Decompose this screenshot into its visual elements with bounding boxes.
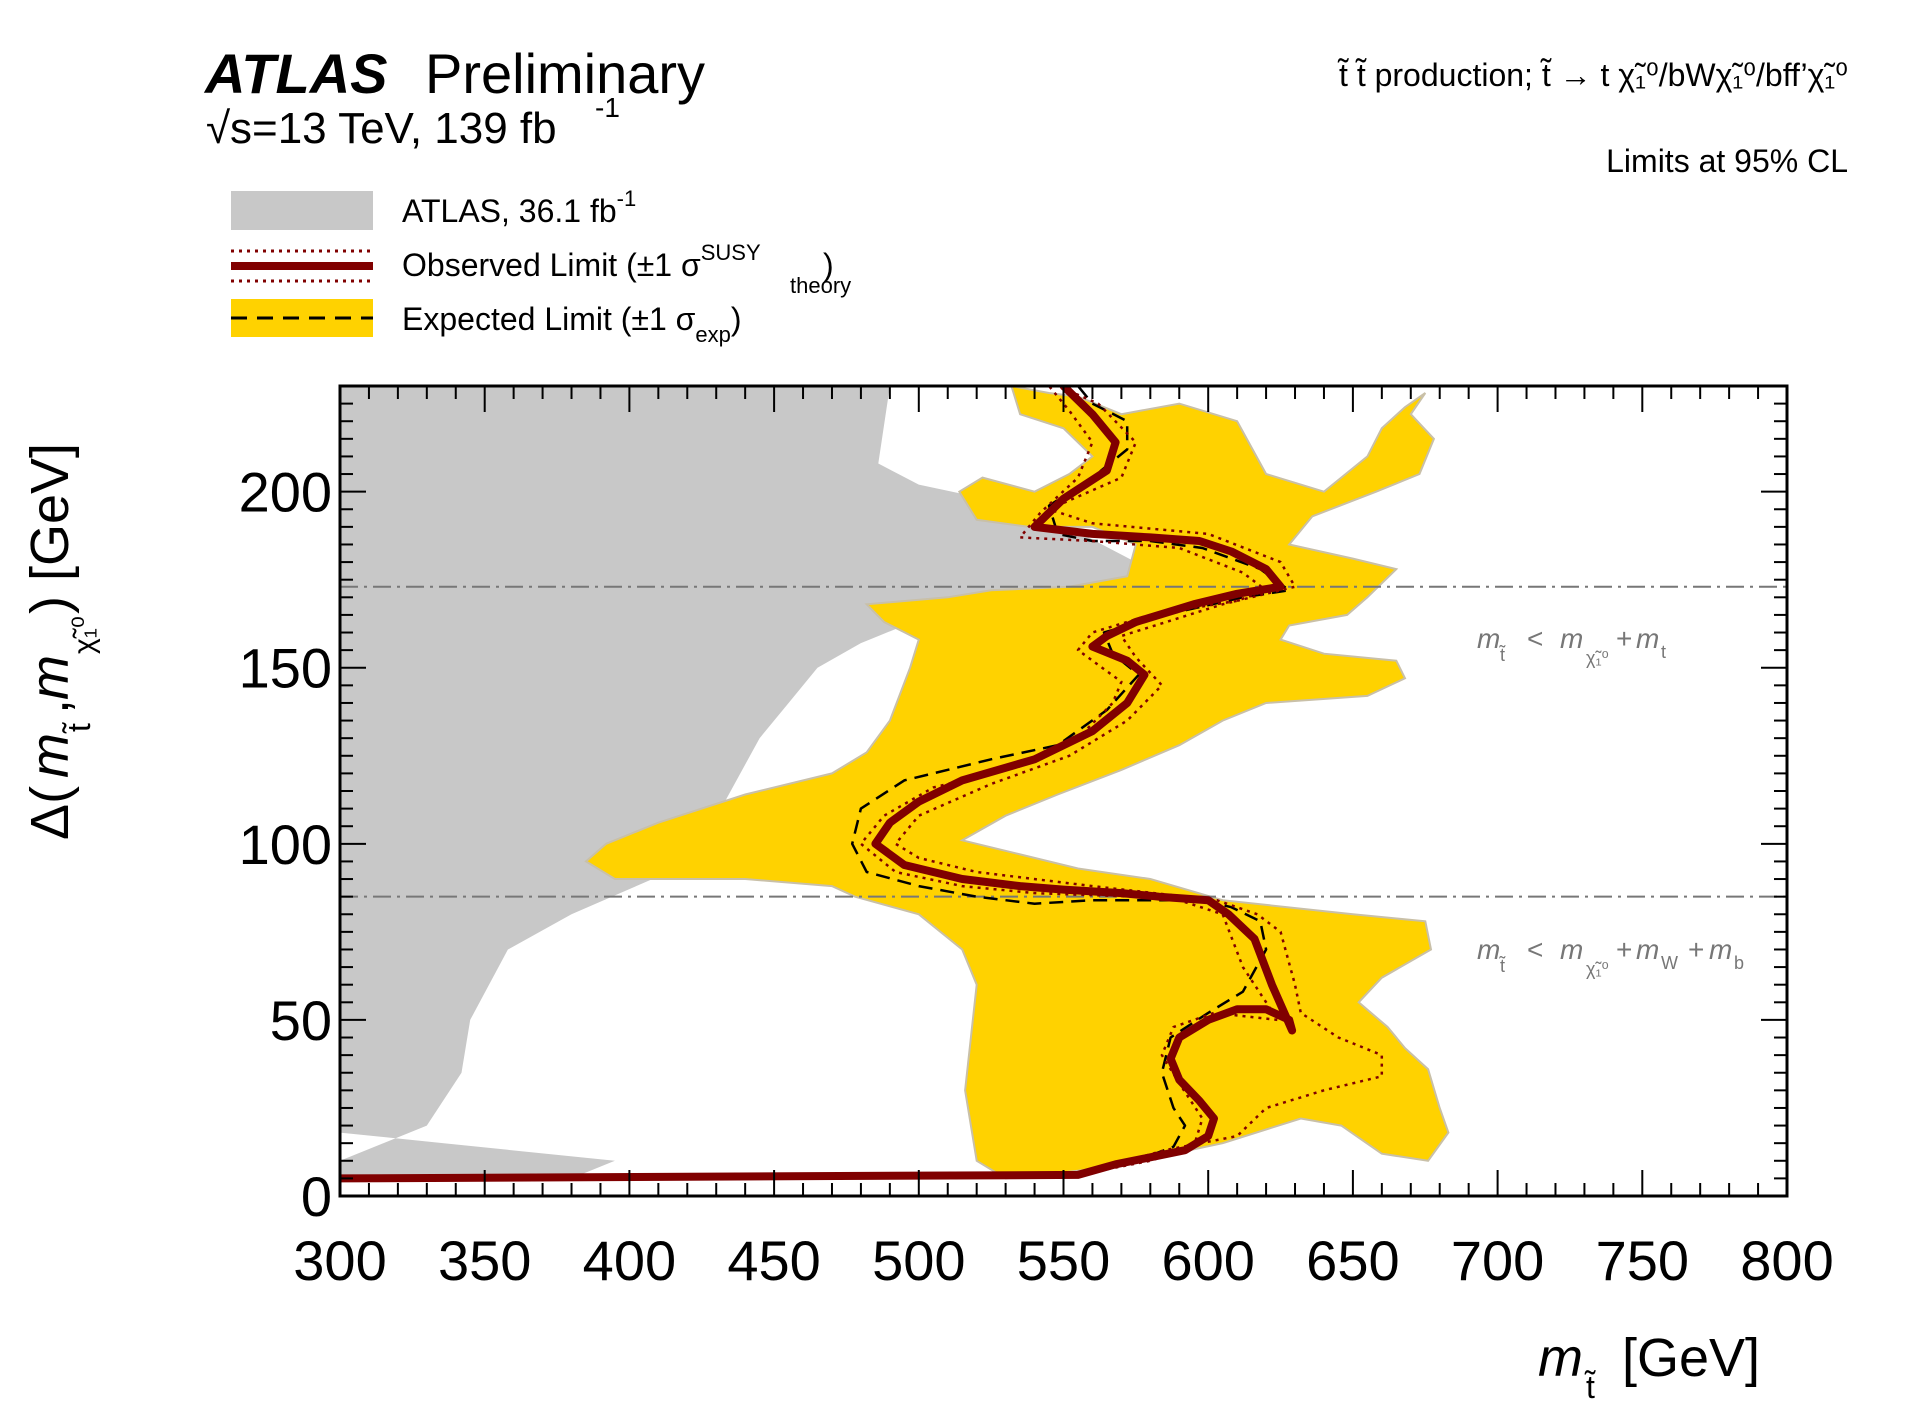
svg-text:m: m <box>20 733 80 778</box>
svg-text:W: W <box>1661 953 1678 973</box>
svg-text:=13 TeV, 139 fb: =13 TeV, 139 fb <box>252 104 557 153</box>
data-layer <box>340 386 1787 1196</box>
svg-text:+: + <box>1688 934 1704 965</box>
svg-text:[GeV]: [GeV] <box>1622 1328 1760 1388</box>
svg-text:m: m <box>1560 934 1583 965</box>
legend-swatch-observed <box>231 249 373 283</box>
expected-band-area <box>584 386 1450 1180</box>
observed-plus-theory-line <box>340 386 1384 1180</box>
svg-text:+: + <box>1616 934 1632 965</box>
y-tick-label-0: 0 <box>301 1165 332 1228</box>
axis-ticks: 300 350 400 450 500 550 600 650 700 750 800 0 50 100 1… <box>239 385 1834 1292</box>
svg-text:m: m <box>1477 623 1500 654</box>
annotation-w-mass: m t̃ < m χ̃₁⁰ + m W + m b <box>1477 934 1744 979</box>
svg-text:t: t <box>1661 642 1666 662</box>
x-tick-label-600: 600 <box>1161 1229 1254 1292</box>
x-tick-label-400: 400 <box>583 1229 676 1292</box>
y-tick-label-50: 50 <box>270 989 332 1052</box>
legend-swatch-atlas-36 <box>231 191 373 230</box>
x-tick-label-750: 750 <box>1596 1229 1689 1292</box>
svg-text:m: m <box>1636 623 1659 654</box>
x-tick-label-700: 700 <box>1451 1229 1544 1292</box>
svg-text:<: < <box>1527 934 1543 965</box>
x-tick-label-450: 450 <box>727 1229 820 1292</box>
svg-text:χ̃₁⁰: χ̃₁⁰ <box>1586 959 1609 979</box>
legend-label-expected: Expected Limit (±1 σexp) <box>402 301 742 347</box>
legend: ATLAS, 36.1 fb-1 Observed Limit (±1 σSUS… <box>231 186 851 347</box>
observed-limit-line <box>340 386 1297 1183</box>
svg-text:m: m <box>20 655 80 700</box>
svg-text:√: √ <box>206 104 231 153</box>
svg-text:t̃: t̃ <box>61 722 97 734</box>
annotation-top-mass: m t̃ < m χ̃₁⁰ + m t <box>1477 623 1666 668</box>
svg-text:s: s <box>230 104 252 153</box>
confidence-level-label: Limits at 95% CL <box>1606 143 1848 179</box>
y-tick-label-100: 100 <box>239 813 332 876</box>
y-tick-label-200: 200 <box>239 461 332 524</box>
svg-text:t̃: t̃ <box>1498 645 1506 665</box>
svg-text:<: < <box>1527 623 1543 654</box>
x-tick-label-300: 300 <box>293 1229 386 1292</box>
atlas-status: Preliminary <box>425 42 705 105</box>
x-tick-label-500: 500 <box>872 1229 965 1292</box>
process-label: t̃ t̃ production; t̃ → t χ̃₁⁰/bWχ̃₁⁰/bff… <box>1337 57 1848 93</box>
svg-text:m: m <box>1538 1328 1583 1388</box>
svg-text:t̃: t̃ <box>1584 1369 1596 1405</box>
energy-lumi-label: √ s =13 TeV, 139 fb -1 <box>206 92 620 153</box>
svg-text:t̃: t̃ <box>1498 956 1506 976</box>
legend-swatch-expected <box>231 299 373 337</box>
svg-text:b: b <box>1734 953 1744 973</box>
x-tick-label-350: 350 <box>438 1229 531 1292</box>
x-tick-label-550: 550 <box>1017 1229 1110 1292</box>
svg-text:-1: -1 <box>595 92 620 123</box>
svg-text:m: m <box>1709 934 1732 965</box>
svg-text:) [GeV]: ) [GeV] <box>20 443 80 614</box>
svg-text:m: m <box>1560 623 1583 654</box>
previous-result-area <box>340 386 1180 1196</box>
y-axis-title: Δ( m t̃ , m χ̃₁⁰ ) [GeV] <box>20 443 101 840</box>
atlas-label: ATLAS <box>203 42 388 105</box>
x-tick-label-650: 650 <box>1306 1229 1399 1292</box>
svg-text:χ̃₁⁰: χ̃₁⁰ <box>1586 648 1609 668</box>
svg-text:+: + <box>1616 623 1632 654</box>
x-axis-title: m t̃ [GeV] <box>1538 1328 1760 1405</box>
svg-text:m: m <box>1477 934 1500 965</box>
y-tick-label-150: 150 <box>239 637 332 700</box>
x-tick-label-800: 800 <box>1740 1229 1833 1292</box>
svg-text:m: m <box>1636 934 1659 965</box>
legend-label-observed: Observed Limit (±1 σSUSYtheory) <box>402 240 851 298</box>
svg-text:Δ(: Δ( <box>20 786 80 840</box>
legend-label-atlas-36: ATLAS, 36.1 fb-1 <box>402 186 636 229</box>
svg-text:χ̃₁⁰: χ̃₁⁰ <box>68 616 101 654</box>
svg-text:,: , <box>20 699 80 714</box>
